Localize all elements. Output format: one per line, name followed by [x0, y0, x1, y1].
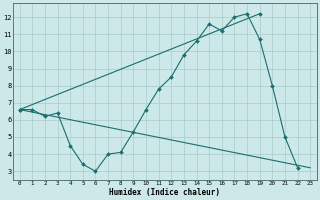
X-axis label: Humidex (Indice chaleur): Humidex (Indice chaleur)	[109, 188, 220, 197]
